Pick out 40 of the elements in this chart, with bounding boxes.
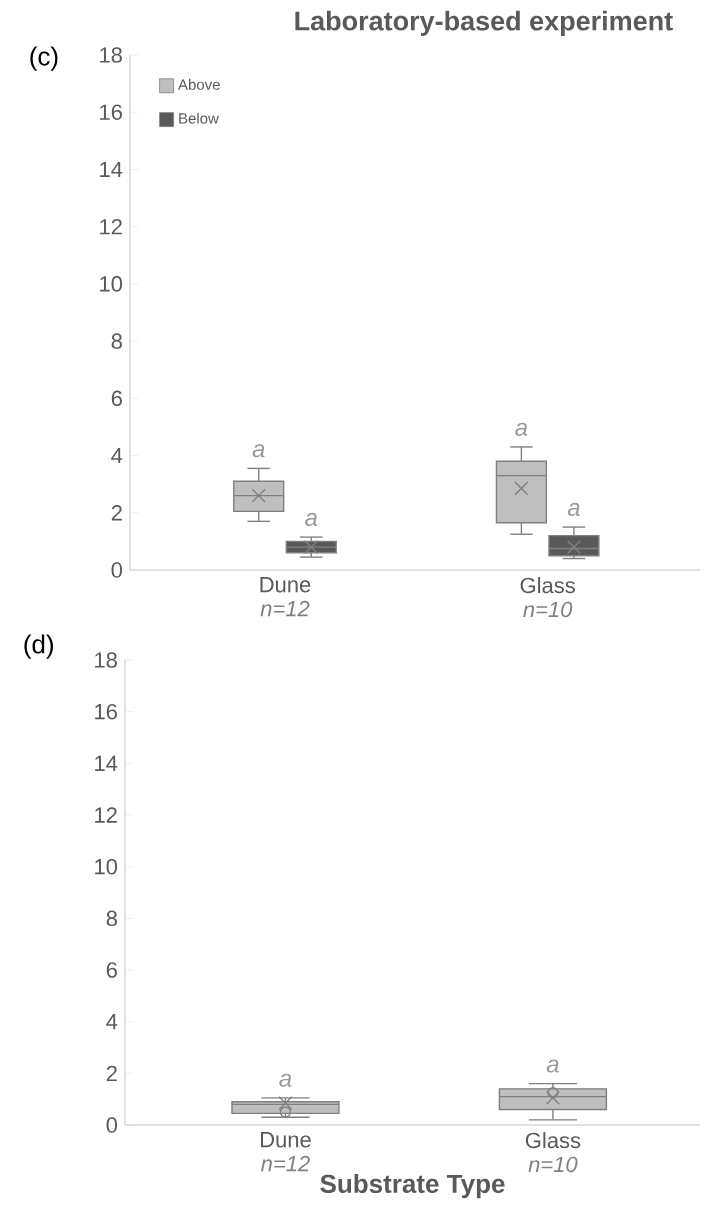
y-tick-label: 16 xyxy=(100,104,122,120)
y-tick-label: 12 xyxy=(95,807,117,823)
text: n=10 xyxy=(523,601,573,618)
y-tick-label: 0 xyxy=(106,1117,118,1133)
y-tick-label: 2 xyxy=(106,1065,117,1082)
x-tick-label: Glass xyxy=(520,577,575,594)
y-tick-label: 18 xyxy=(95,652,117,668)
text: (c) xyxy=(30,46,58,71)
text: n=12 xyxy=(261,1155,310,1172)
y-tick-label: 4 xyxy=(111,447,123,464)
annotation: a xyxy=(252,444,265,458)
y-tick-label: 16 xyxy=(95,703,117,720)
y-tick-label: 2 xyxy=(111,505,122,521)
y-tick-label: 10 xyxy=(95,858,118,875)
x-tick-label: Glass xyxy=(525,1132,581,1149)
x-axis-title: Substrate Type xyxy=(320,1173,505,1199)
legend-label: Below xyxy=(179,112,219,124)
y-tick-label: 0 xyxy=(111,562,123,578)
y-tick-label: 4 xyxy=(106,1014,118,1030)
x-tick-label: Dune xyxy=(260,577,311,593)
text: n=12 xyxy=(260,600,310,617)
text: n=10 xyxy=(528,1156,578,1173)
legend-label: Above xyxy=(178,78,220,90)
y-tick-label: 14 xyxy=(95,755,118,771)
x-tick-label: Dune xyxy=(260,1132,311,1148)
y-tick-label: 12 xyxy=(100,219,122,235)
y-tick-label: 10 xyxy=(100,276,123,292)
y-tick-label: 6 xyxy=(111,390,122,407)
text: (d) xyxy=(24,634,53,659)
y-tick-label: 6 xyxy=(106,962,117,978)
annotation: a xyxy=(279,1073,292,1087)
y-tick-label: 18 xyxy=(100,47,122,63)
annotation: a xyxy=(546,1059,559,1073)
annotation: a xyxy=(305,512,318,527)
annotation: a xyxy=(515,422,528,436)
y-tick-label: 8 xyxy=(111,333,122,349)
annotation: a xyxy=(567,502,580,516)
y-tick-label: 8 xyxy=(106,910,117,927)
y-tick-label: 14 xyxy=(100,161,123,177)
chart-title: Laboratory-based experiment xyxy=(295,10,673,36)
